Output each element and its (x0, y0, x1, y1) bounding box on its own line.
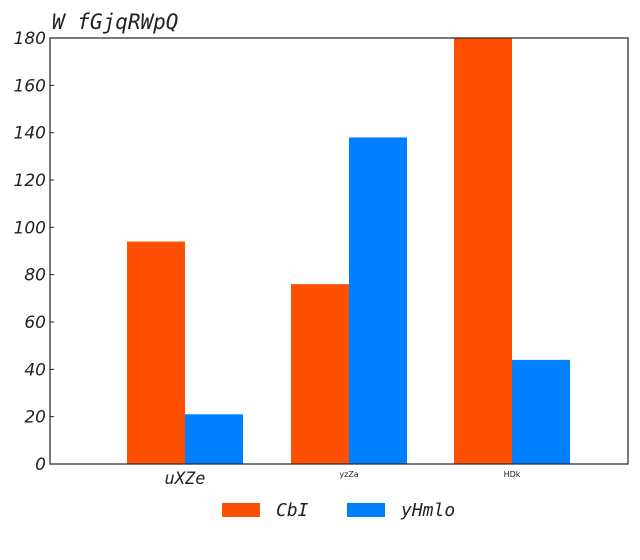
x-tick-label: HDk (504, 470, 521, 479)
x-axis: uXZe yzZa HDk (165, 469, 521, 489)
y-tick-label: 180 (14, 29, 46, 49)
y-axis: 0 20 40 60 80 100 120 140 160 180 (14, 29, 54, 475)
y-tick-label: 160 (14, 76, 46, 96)
bar-CbI-yzZa (291, 284, 349, 464)
y-tick-label: 40 (24, 360, 46, 380)
legend-swatch-yHmlo (347, 503, 385, 517)
legend: CbI yHmlo (222, 500, 455, 521)
y-tick-label: 60 (24, 313, 46, 333)
bar-CbI-uXZe (127, 241, 185, 464)
legend-swatch-CbI (222, 503, 260, 517)
y-tick-label: 0 (35, 455, 46, 475)
y-tick-label: 100 (14, 218, 46, 238)
bar-CbI-HDk (454, 38, 512, 464)
bar-yHmlo-yzZa (349, 137, 407, 464)
bar-yHmlo-HDk (512, 359, 570, 464)
bar-yHmlo-uXZe (185, 414, 243, 464)
bars-layer (127, 38, 570, 464)
y-tick-label: 140 (14, 124, 46, 144)
legend-label-CbI: CbI (276, 500, 309, 521)
chart-title: W fGjqRWpQ (52, 10, 178, 34)
x-tick-label: yzZa (339, 470, 358, 479)
legend-label-yHmlo: yHmlo (400, 500, 455, 521)
plot-area-frame (49, 37, 629, 465)
y-tick-label: 80 (24, 266, 46, 286)
x-tick-label: uXZe (165, 469, 206, 489)
y-tick-label: 120 (14, 171, 46, 191)
y-tick-label: 20 (24, 408, 46, 428)
